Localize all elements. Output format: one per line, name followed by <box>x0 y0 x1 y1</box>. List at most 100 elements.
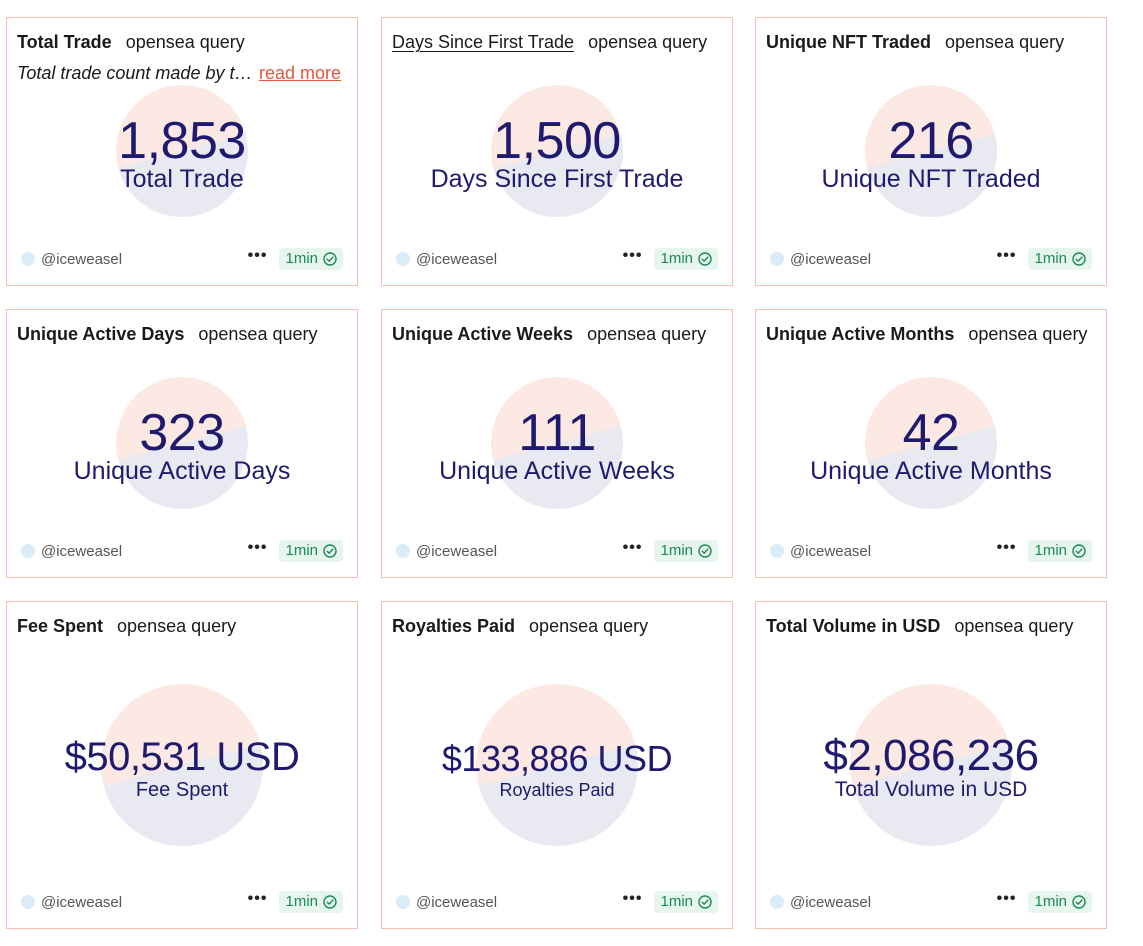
counter-label: Total Volume in USD <box>834 778 1028 801</box>
owner-link[interactable]: @iceweasel <box>416 542 498 560</box>
counter-value: 1,500 <box>493 112 621 170</box>
card-footer: @iceweasel ••• 1min <box>21 890 343 914</box>
check-circle-icon <box>323 544 337 558</box>
read-more-link[interactable]: read more <box>259 63 342 83</box>
donut-background <box>865 377 997 509</box>
counter: 1,500 Days Since First Trade <box>382 112 732 192</box>
owner-link[interactable]: @iceweasel <box>41 893 123 911</box>
refresh-badge: 1min <box>1028 891 1092 913</box>
ellipsis-icon[interactable]: ••• <box>996 247 1017 264</box>
donut-background <box>491 377 623 509</box>
counter-card-unique-active-weeks: Unique Active Weeks opensea query 111 Un… <box>381 309 733 578</box>
card-title[interactable]: Unique NFT Traded <box>766 32 932 52</box>
card-query-name[interactable]: opensea query <box>587 324 707 344</box>
counter-card-days-since-first-trade: Days Since First Trade opensea query 1,5… <box>381 17 733 286</box>
card-header: Royalties Paid opensea query <box>392 614 722 638</box>
owner-link[interactable]: @iceweasel <box>41 542 123 560</box>
card-description: Total trade count made by the address on… <box>17 61 349 85</box>
refresh-interval: 1min <box>285 542 318 559</box>
refresh-interval: 1min <box>660 250 693 267</box>
check-circle-icon <box>1072 252 1086 266</box>
counter-label: Unique Active Weeks <box>439 457 675 485</box>
refresh-interval: 1min <box>285 250 318 267</box>
avatar[interactable] <box>396 895 410 909</box>
card-query-name[interactable]: opensea query <box>529 616 649 636</box>
check-circle-icon <box>698 544 712 558</box>
card-query-name[interactable]: opensea query <box>117 616 237 636</box>
card-footer: @iceweasel ••• 1min <box>770 539 1092 563</box>
owner-link[interactable]: @iceweasel <box>790 542 872 560</box>
ellipsis-icon[interactable]: ••• <box>622 539 643 556</box>
check-circle-icon <box>698 252 712 266</box>
card-title[interactable]: Unique Active Days <box>17 324 185 344</box>
card-title[interactable]: Fee Spent <box>17 616 104 636</box>
check-circle-icon <box>1072 544 1086 558</box>
card-title[interactable]: Unique Active Weeks <box>392 324 574 344</box>
counter-label: Unique NFT Traded <box>821 165 1041 193</box>
ellipsis-icon[interactable]: ••• <box>996 890 1017 907</box>
donut-background <box>491 85 623 217</box>
card-title[interactable]: Total Trade <box>17 32 112 52</box>
card-header: Unique Active Weeks opensea query <box>392 322 722 346</box>
owner-link[interactable]: @iceweasel <box>416 250 498 268</box>
avatar[interactable] <box>21 895 35 909</box>
card-query-name[interactable]: opensea query <box>954 616 1074 636</box>
counter: 111 Unique Active Weeks <box>382 406 732 485</box>
donut-background <box>865 85 997 217</box>
card-description-text: Total trade count made by the address on… <box>17 63 253 83</box>
avatar[interactable] <box>396 252 410 266</box>
counter-value: 1,853 <box>118 112 246 170</box>
ellipsis-icon[interactable]: ••• <box>247 890 268 907</box>
card-title[interactable]: Royalties Paid <box>392 616 516 636</box>
refresh-badge: 1min <box>654 891 718 913</box>
card-title[interactable]: Days Since First Trade <box>392 32 575 52</box>
card-title[interactable]: Unique Active Months <box>766 324 955 344</box>
avatar[interactable] <box>21 544 35 558</box>
owner-link[interactable]: @iceweasel <box>41 250 123 268</box>
avatar[interactable] <box>396 544 410 558</box>
card-query-name[interactable]: opensea query <box>968 324 1088 344</box>
check-circle-icon <box>323 252 337 266</box>
counter-label: Unique Active Days <box>73 457 291 485</box>
owner-link[interactable]: @iceweasel <box>790 893 872 911</box>
card-title[interactable]: Total Volume in USD <box>766 616 941 636</box>
refresh-interval: 1min <box>1034 250 1067 267</box>
card-footer: @iceweasel ••• 1min <box>21 247 343 271</box>
owner-link[interactable]: @iceweasel <box>416 893 498 911</box>
avatar[interactable] <box>770 252 784 266</box>
donut-background <box>116 85 248 217</box>
check-circle-icon <box>1072 895 1086 909</box>
card-query-name[interactable]: opensea query <box>945 32 1065 52</box>
card-footer: @iceweasel ••• 1min <box>396 890 718 914</box>
card-query-name[interactable]: opensea query <box>125 32 245 52</box>
owner-link[interactable]: @iceweasel <box>790 250 872 268</box>
ellipsis-icon[interactable]: ••• <box>996 539 1017 556</box>
ellipsis-icon[interactable]: ••• <box>622 247 643 264</box>
refresh-badge: 1min <box>279 540 343 562</box>
card-header: Total Volume in USD opensea query <box>766 614 1096 638</box>
counter-card-fee-spent: Fee Spent opensea query $50,531 USD Fee … <box>6 601 358 929</box>
avatar[interactable] <box>770 544 784 558</box>
donut-background <box>850 684 1012 846</box>
card-query-name[interactable]: opensea query <box>588 32 708 52</box>
refresh-interval: 1min <box>1034 542 1067 559</box>
ellipsis-icon[interactable]: ••• <box>247 539 268 556</box>
card-query-name[interactable]: opensea query <box>198 324 318 344</box>
card-header: Unique Active Months opensea query <box>766 322 1096 346</box>
counter: 323 Unique Active Days <box>7 406 357 485</box>
refresh-interval: 1min <box>285 893 318 910</box>
refresh-badge: 1min <box>1028 540 1092 562</box>
avatar[interactable] <box>770 895 784 909</box>
card-footer: @iceweasel ••• 1min <box>770 890 1092 914</box>
card-header: Unique Active Days opensea query <box>17 322 347 346</box>
refresh-interval: 1min <box>660 893 693 910</box>
avatar[interactable] <box>21 252 35 266</box>
counter: 216 Unique NFT Traded <box>756 114 1106 193</box>
card-footer: @iceweasel ••• 1min <box>396 247 718 271</box>
ellipsis-icon[interactable]: ••• <box>622 890 643 907</box>
card-footer: @iceweasel ••• 1min <box>396 539 718 563</box>
check-circle-icon <box>698 895 712 909</box>
card-header: Total Trade opensea query <box>17 30 347 54</box>
counter: $50,531 USD Fee Spent <box>7 734 357 800</box>
ellipsis-icon[interactable]: ••• <box>247 247 268 264</box>
